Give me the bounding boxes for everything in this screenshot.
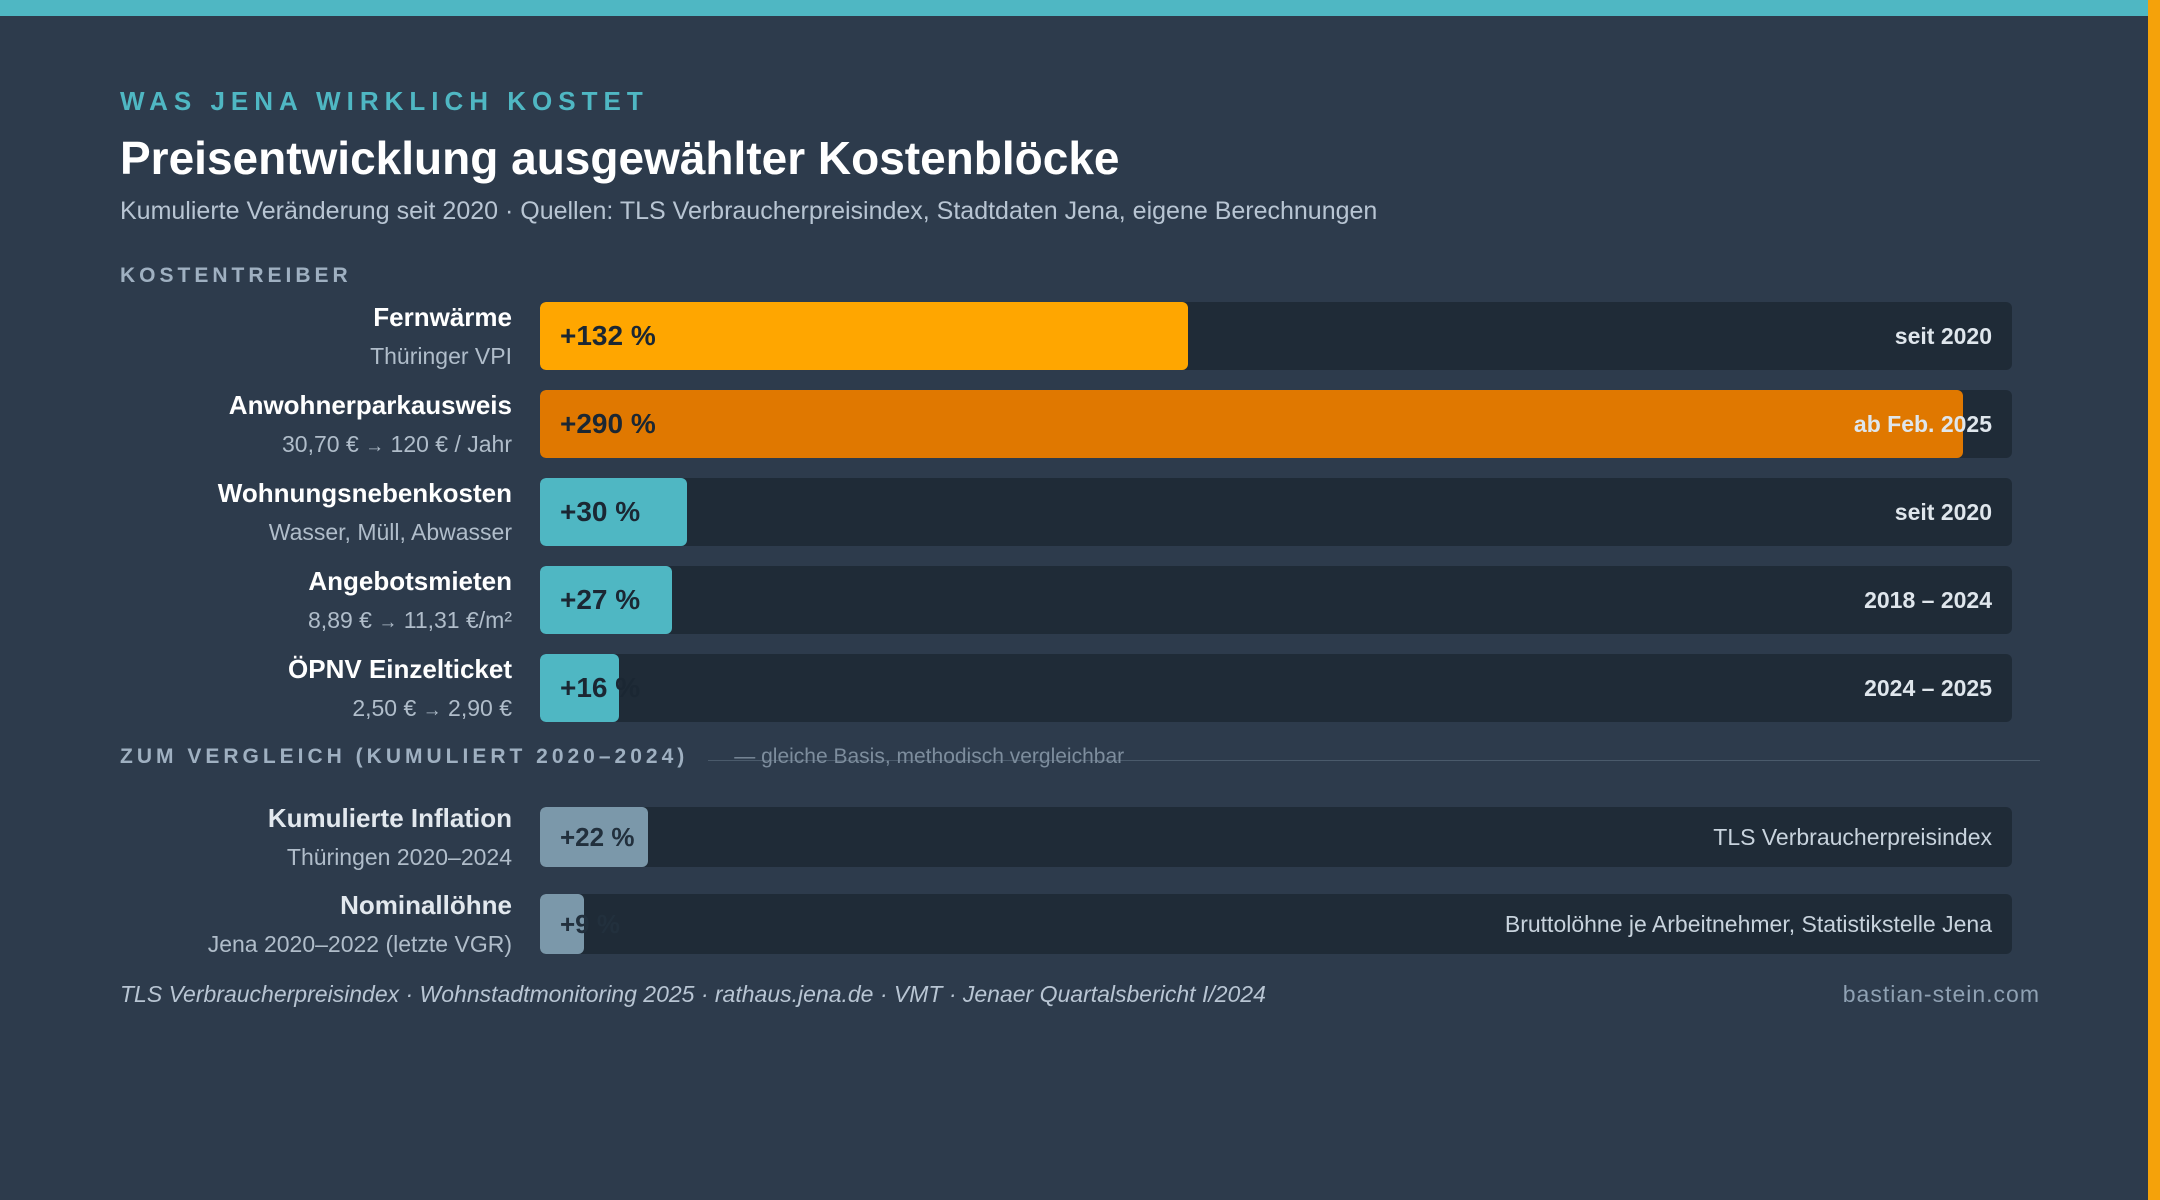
chart-card: WAS JENA WIRKLICH KOSTET Preisentwicklun… bbox=[120, 86, 2040, 1008]
bar-sub: 2,50 € → 2,90 € bbox=[352, 695, 512, 721]
bar-name: Nominallöhne bbox=[340, 890, 512, 920]
bar-sub: Thüringer VPI bbox=[370, 343, 512, 369]
bar-note: seit 2020 bbox=[1894, 498, 1992, 525]
footer: TLS Verbraucherpreisindex · Wohnstadtmon… bbox=[120, 981, 2040, 1008]
bar-value-label: +9 % bbox=[560, 908, 620, 939]
footer-sources: TLS Verbraucherpreisindex · Wohnstadtmon… bbox=[120, 981, 1266, 1007]
right-accent-bar bbox=[2148, 0, 2160, 1200]
bar-label: ÖPNV Einzelticket 2,50 € → 2,90 € bbox=[120, 654, 540, 722]
bar-anwohnerparkausweis bbox=[540, 390, 1963, 458]
bar-track: +132 % seit 2020 bbox=[540, 302, 2012, 370]
section-label-kostentreiber: KOSTENTREIBER bbox=[120, 264, 352, 287]
bar-track: +16 % 2024 – 2025 bbox=[540, 654, 2012, 722]
bar-track: +22 % TLS Verbraucherpreisindex bbox=[540, 807, 2012, 867]
bar-note: Bruttolöhne je Arbeitnehmer, Statistikst… bbox=[1504, 910, 1992, 937]
bar-track: +290 % ab Feb. 2025 bbox=[540, 390, 2012, 458]
bar-sub: Wasser, Müll, Abwasser bbox=[268, 519, 512, 545]
section-label-vergleich: ZUM VERGLEICH (KUMULIERT 2020–2024) bbox=[120, 745, 689, 768]
bars-kostentreiber: Fernwärme Thüringer VPI +132 % seit 2020… bbox=[120, 302, 2040, 722]
bar-sub: 8,89 € → 11,31 €/m² bbox=[308, 607, 512, 633]
bar-track: +27 % 2018 – 2024 bbox=[540, 566, 2012, 634]
chart-subtitle: Kumulierte Veränderung seit 2020 · Quell… bbox=[120, 197, 1378, 225]
bar-track: +9 % Bruttolöhne je Arbeitnehmer, Statis… bbox=[540, 894, 2012, 954]
footer-site-link[interactable]: bastian-stein.com bbox=[1842, 981, 2040, 1007]
arrow-icon: → bbox=[422, 700, 442, 721]
bar-value-label: +30 % bbox=[560, 496, 641, 527]
bar-value-label: +132 % bbox=[560, 320, 656, 351]
bar-value-label: +16 % bbox=[560, 672, 641, 703]
top-accent-bar bbox=[0, 0, 2160, 16]
bar-sub: Jena 2020–2022 (letzte VGR) bbox=[207, 931, 512, 957]
bar-label: Kumulierte Inflation Thüringen 2020–2024 bbox=[120, 803, 540, 871]
bar-note: 2018 – 2024 bbox=[1864, 586, 1992, 613]
bar-name: Fernwärme bbox=[373, 302, 512, 332]
bar-label: Wohnungsnebenkosten Wasser, Müll, Abwass… bbox=[120, 478, 540, 546]
bar-row: Fernwärme Thüringer VPI +132 % seit 2020 bbox=[120, 302, 2040, 370]
bar-note: TLS Verbraucherpreisindex bbox=[1713, 823, 1992, 850]
bar-name: ÖPNV Einzelticket bbox=[288, 654, 512, 684]
section-comparison-header: ZUM VERGLEICH (KUMULIERT 2020–2024) — gl… bbox=[120, 742, 2040, 772]
bar-sub: Thüringen 2020–2024 bbox=[286, 844, 512, 870]
bar-oepnv-einzelticket bbox=[540, 654, 619, 722]
bar-track: +30 % seit 2020 bbox=[540, 478, 2012, 546]
bar-note: seit 2020 bbox=[1894, 322, 1992, 349]
bar-nominalloehne bbox=[540, 894, 585, 954]
bar-name: Angebotsmieten bbox=[308, 566, 512, 596]
bar-kumulierte-inflation bbox=[540, 807, 648, 867]
bar-wohnungsnebenkosten bbox=[540, 478, 688, 546]
bar-fernwaerme bbox=[540, 302, 1188, 370]
chart-title: Preisentwicklung ausgewählter Kostenblöc… bbox=[120, 132, 1120, 184]
bar-row: Nominallöhne Jena 2020–2022 (letzte VGR)… bbox=[120, 890, 2040, 957]
bar-note: ab Feb. 2025 bbox=[1853, 410, 1992, 437]
bar-angebotsmieten bbox=[540, 566, 673, 634]
arrow-icon: → bbox=[378, 612, 398, 633]
bar-value-label: +27 % bbox=[560, 584, 641, 615]
bars-vergleich: Kumulierte Inflation Thüringen 2020–2024… bbox=[120, 803, 2040, 957]
arrow-icon: → bbox=[365, 436, 385, 457]
bar-row: Anwohnerparkausweis 30,70 € → 120 € / Ja… bbox=[120, 390, 2040, 458]
eyebrow: WAS JENA WIRKLICH KOSTET bbox=[120, 86, 649, 116]
bar-row: ÖPNV Einzelticket 2,50 € → 2,90 € +16 % … bbox=[120, 654, 2040, 722]
bar-label: Anwohnerparkausweis 30,70 € → 120 € / Ja… bbox=[120, 390, 540, 458]
bar-sub: 30,70 € → 120 € / Jahr bbox=[282, 431, 512, 457]
bar-label: Nominallöhne Jena 2020–2022 (letzte VGR) bbox=[120, 890, 540, 958]
bar-value-label: +22 % bbox=[560, 821, 635, 852]
bar-label: Fernwärme Thüringer VPI bbox=[120, 302, 540, 370]
bar-label: Angebotsmieten 8,89 € → 11,31 €/m² bbox=[120, 566, 540, 634]
bar-name: Kumulierte Inflation bbox=[267, 803, 512, 833]
bar-row: Wohnungsnebenkosten Wasser, Müll, Abwass… bbox=[120, 478, 2040, 546]
section-note: — gleiche Basis, methodisch vergleichbar bbox=[734, 745, 1125, 768]
bar-note: 2024 – 2025 bbox=[1864, 674, 1992, 701]
bar-name: Wohnungsnebenkosten bbox=[217, 478, 512, 508]
bar-row: Angebotsmieten 8,89 € → 11,31 €/m² +27 %… bbox=[120, 566, 2040, 634]
bar-row: Kumulierte Inflation Thüringen 2020–2024… bbox=[120, 803, 2040, 870]
bar-name: Anwohnerparkausweis bbox=[228, 390, 512, 420]
bar-value-label: +290 % bbox=[560, 408, 656, 439]
section-divider: — gleiche Basis, methodisch vergleichbar bbox=[708, 742, 2040, 772]
